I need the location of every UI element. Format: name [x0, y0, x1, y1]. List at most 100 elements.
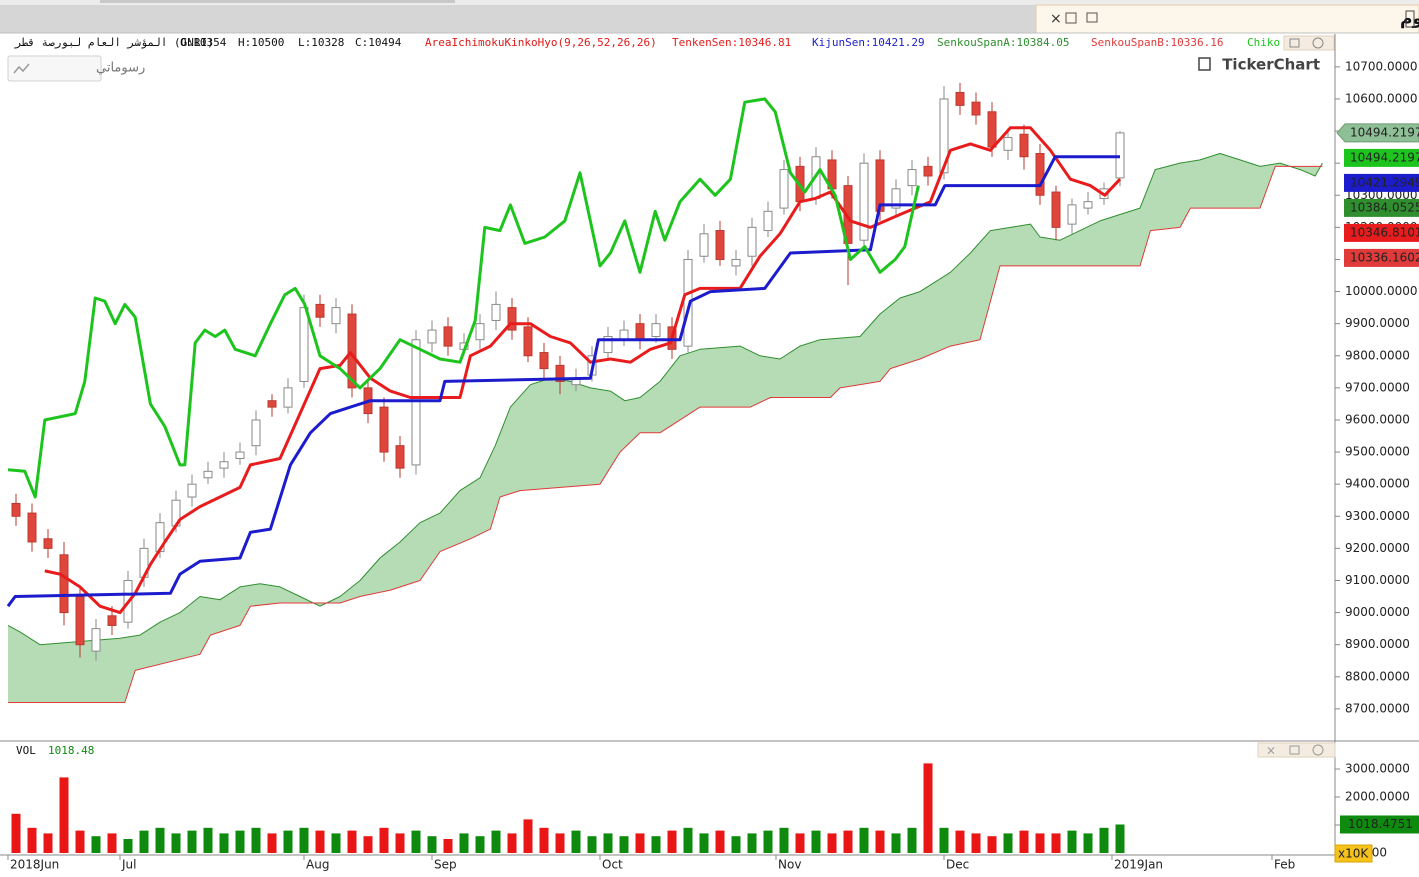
- price-badge: [1344, 198, 1419, 217]
- volume-bar: [235, 830, 245, 853]
- y-tick-label: 8700.0000: [1345, 701, 1410, 715]
- volume-bar: [827, 833, 837, 853]
- candle-body: [555, 364, 565, 382]
- candle-body: [43, 538, 53, 549]
- price-badge-label: 10494.2197: [1350, 150, 1419, 164]
- candle-body: [1003, 136, 1013, 151]
- volume-bar: [763, 830, 773, 853]
- price-badge-label: 10421.2949: [1350, 175, 1419, 189]
- candle-body: [507, 307, 517, 331]
- candle-body: [651, 323, 661, 338]
- volume-bar: [395, 833, 405, 853]
- drawings-button[interactable]: [7, 55, 102, 82]
- volume-maximize-icon[interactable]: [1289, 745, 1300, 755]
- candle-body: [411, 339, 421, 466]
- candle-body: [731, 258, 741, 267]
- y-tick-label: 9300.0000: [1345, 509, 1410, 523]
- x-tick-label: 2018Jun: [10, 858, 59, 872]
- volume-bar: [955, 830, 965, 853]
- y-tick-label: 9500.0000: [1345, 445, 1410, 459]
- y-tick-label: 10600.0000: [1345, 91, 1418, 105]
- settings-icon[interactable]: [1312, 37, 1324, 49]
- detach-icon[interactable]: [1086, 12, 1098, 23]
- candle-body: [267, 400, 277, 408]
- volume-bar: [555, 833, 565, 853]
- volume-bar: [107, 833, 117, 853]
- volume-close-icon[interactable]: ×: [1266, 744, 1276, 758]
- ohlc-open: O:10354: [180, 36, 227, 49]
- volume-bar: [43, 833, 53, 853]
- candle-body: [331, 307, 341, 325]
- x-tick-label: Dec: [946, 858, 969, 872]
- volume-bar: [315, 830, 325, 853]
- volume-bar: [843, 830, 853, 853]
- candle-body: [347, 313, 357, 389]
- candle-body: [1083, 201, 1093, 209]
- legend-entry: KijunSen:10421.29: [812, 36, 925, 49]
- candle-body: [75, 596, 85, 646]
- volume-bar: [1099, 827, 1109, 853]
- candle-body: [763, 210, 773, 232]
- price-badge: [1344, 148, 1419, 167]
- legend-entry: SenkouSpanA:10384.05: [937, 36, 1069, 49]
- volume-title: VOL: [16, 744, 36, 757]
- candle-body: [107, 615, 117, 626]
- volume-bar: [171, 833, 181, 853]
- price-badge-label: 10336.1602: [1350, 250, 1419, 264]
- volume-bar: [667, 830, 677, 853]
- price-badge-label: 10384.0525: [1350, 200, 1419, 214]
- candle-body: [91, 628, 101, 652]
- volume-bar: [859, 827, 869, 853]
- volume-bar: [475, 836, 485, 853]
- candle-body: [747, 226, 757, 257]
- volume-bar: [1051, 833, 1061, 853]
- plot-layer: 8700.0000 8800.0000 8900.0000 9000.0000 9100…: [6, 36, 1419, 872]
- y-tick-label: 9700.0000: [1345, 380, 1410, 394]
- candle-body: [219, 461, 229, 469]
- candle-body: [283, 387, 293, 408]
- candle-body: [683, 258, 693, 347]
- indicator-line: [8, 165, 1323, 703]
- volume-bar: [731, 836, 741, 853]
- candle-body: [1051, 191, 1061, 228]
- volume-bar: [11, 813, 21, 853]
- volume-badge: [1340, 815, 1419, 834]
- indicator-line: [6, 155, 1120, 608]
- y-tick-label: 10000.0000: [1345, 284, 1418, 298]
- x-tick-label: Aug: [306, 858, 329, 872]
- y-tick-label: 9600.0000: [1345, 412, 1410, 426]
- title-glyph: [1405, 10, 1415, 28]
- volume-bar: [203, 827, 213, 853]
- volume-bar: [779, 827, 789, 853]
- volume-bar: [459, 833, 469, 853]
- panel-buttons: [1283, 35, 1335, 51]
- volume-bar: [651, 836, 661, 853]
- maximize-icon[interactable]: [1289, 38, 1300, 48]
- x-tick-label: Feb: [1274, 858, 1295, 872]
- ohlc-close: C:10494: [355, 36, 402, 49]
- x-tick-label: Oct: [602, 858, 623, 872]
- close-icon[interactable]: ×: [1050, 11, 1062, 27]
- volume-bar: [379, 827, 389, 853]
- y-tick-label: 2000.0000: [1345, 790, 1410, 804]
- price-badge: [1336, 123, 1419, 143]
- price-badge-label: 10346.8101: [1350, 225, 1419, 239]
- legend-entry: TenkenSen:10346.81: [672, 36, 791, 49]
- restore-icon[interactable]: [1065, 12, 1077, 24]
- volume-bar: [747, 833, 757, 853]
- title-box: [1035, 4, 1419, 34]
- volume-bar: [91, 836, 101, 853]
- candle-body: [1067, 204, 1077, 225]
- volume-bar: [331, 833, 341, 853]
- tab: [100, 0, 455, 3]
- candle-body: [859, 162, 869, 241]
- x-tick-label: Sep: [434, 858, 457, 872]
- y-tick-label: 10700.0000: [1345, 59, 1418, 73]
- volume-settings-icon[interactable]: [1312, 744, 1324, 756]
- candle-body: [379, 406, 389, 453]
- candle-body: [923, 165, 933, 177]
- volume-bar: [619, 836, 629, 853]
- volume-bar: [75, 830, 85, 853]
- y-tick-label: 8900.0000: [1345, 637, 1410, 651]
- candle-body: [987, 111, 997, 148]
